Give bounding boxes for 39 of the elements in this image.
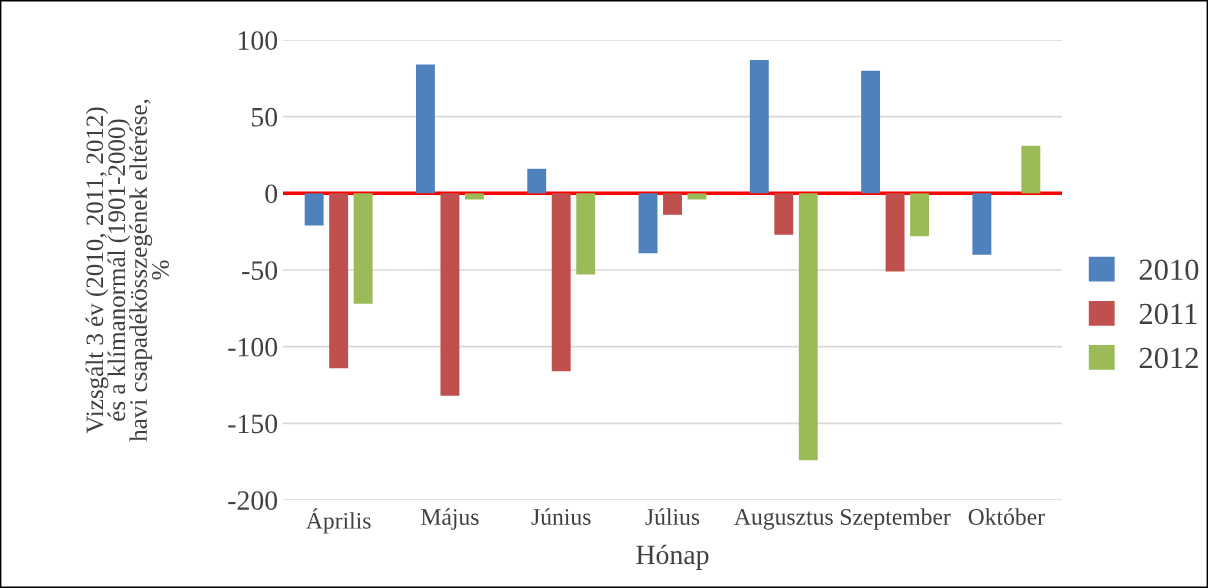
bar: [329, 193, 349, 369]
bar: [687, 193, 707, 200]
y-tick-label: -50: [242, 261, 278, 280]
y-axis-title: Vizsgált 3 év (2010, 2011, 2012) és a klímanormál (1901-2000) havi csapadékösszegének eltérése, %: [85, 99, 169, 442]
bar: [663, 193, 682, 215]
x-tick-label: Október: [968, 508, 1045, 525]
x-axis-title: Hónap: [636, 544, 709, 570]
x-tick-label: Június: [531, 508, 591, 525]
bar: [749, 59, 769, 194]
legend-label: 2011: [1139, 303, 1197, 325]
bar: [972, 193, 992, 255]
bar: [638, 193, 658, 254]
y-tick-label: -200: [228, 491, 278, 510]
y-tick-label: 0: [265, 184, 278, 204]
bar: [440, 193, 460, 396]
x-tick-label: Szeptember: [840, 508, 951, 530]
y-tick-label: -150: [228, 414, 278, 434]
bar: [885, 193, 905, 272]
bar: [576, 193, 596, 275]
bar: [798, 193, 818, 461]
x-tick-label: Július: [645, 508, 700, 525]
bar: [774, 193, 794, 235]
legend-label: 2010: [1139, 259, 1199, 281]
x-tick-label: Augusztus: [734, 509, 833, 530]
bar: [551, 193, 571, 372]
x-tick-label: Május: [421, 508, 479, 530]
y-tick-label: -100: [228, 337, 278, 357]
bar: [464, 193, 484, 200]
bar: [910, 193, 930, 237]
y-tick-label: 100: [238, 31, 278, 50]
bar: [1021, 145, 1041, 194]
bar: [415, 64, 435, 194]
legend-label: 2012: [1139, 347, 1198, 369]
bar: [861, 70, 881, 194]
bar: [353, 193, 373, 304]
y-tick-label: 50: [251, 107, 278, 127]
bar: [527, 168, 547, 194]
x-tick-label: Április: [306, 508, 371, 534]
bar: [304, 193, 324, 226]
